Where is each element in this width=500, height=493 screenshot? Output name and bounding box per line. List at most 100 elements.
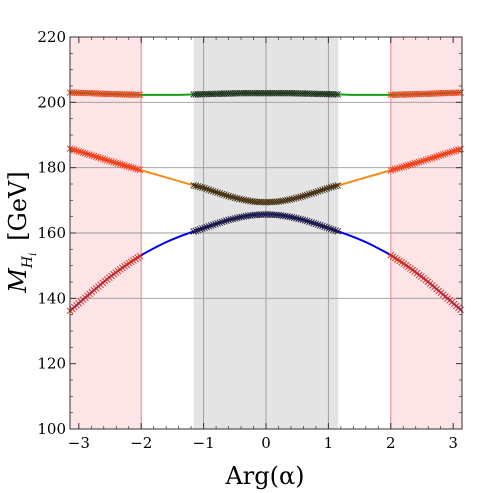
- series-marker-middle: [444, 149, 451, 157]
- series-marker-middle: [116, 160, 124, 168]
- series-marker-middle: [437, 151, 445, 159]
- series-marker-middle: [457, 145, 464, 153]
- series-marker-middle: [413, 159, 421, 167]
- series-marker-light: [303, 217, 311, 225]
- series-marker-middle: [134, 165, 142, 173]
- x-axis-title: Arg(α): [224, 462, 304, 490]
- y-tick-label: 180: [37, 159, 66, 177]
- series-marker-middle: [218, 190, 226, 198]
- series-marker-middle: [312, 188, 320, 196]
- series-marker-middle: [125, 163, 133, 171]
- series-marker-middle: [431, 153, 438, 161]
- series-marker-middle: [223, 192, 230, 199]
- series-marker-middle: [327, 183, 335, 191]
- series-marker-middle: [442, 150, 449, 158]
- series-marker-middle: [446, 149, 454, 156]
- series-marker-middle: [387, 166, 395, 174]
- series-marker-middle: [127, 164, 135, 171]
- series-marker-middle: [301, 192, 309, 199]
- series-marker-light: [225, 216, 232, 224]
- series-marker-light: [312, 220, 320, 228]
- series-marker-middle: [227, 193, 235, 200]
- series-marker-light: [330, 226, 337, 234]
- series-marker-middle: [136, 166, 144, 174]
- series-marker-middle: [420, 157, 427, 164]
- series-markers: [66, 89, 464, 315]
- series-marker-middle: [130, 164, 137, 172]
- x-tick-label: 0: [261, 434, 271, 452]
- series-marker-middle: [112, 159, 120, 167]
- series-marker-light: [288, 213, 296, 221]
- series-marker-light: [212, 220, 219, 228]
- series-marker-middle: [308, 190, 315, 197]
- series-marker-light: [332, 227, 339, 234]
- series-marker-light: [196, 225, 204, 233]
- series-marker-light: [297, 215, 304, 223]
- series-marker-light: [194, 226, 202, 234]
- series-marker-middle: [233, 195, 241, 202]
- y-tick-label: 220: [37, 28, 66, 46]
- series-marker-middle: [404, 161, 412, 169]
- series-marker-heavy: [136, 91, 144, 99]
- series-marker-middle: [452, 147, 460, 154]
- series-marker-middle: [292, 194, 300, 202]
- series-marker-light: [299, 216, 307, 224]
- series-marker-middle: [389, 166, 397, 173]
- series-marker-light: [136, 252, 144, 260]
- series-marker-light: [290, 214, 298, 222]
- series-marker-middle: [75, 147, 83, 155]
- series-marker-light: [199, 225, 206, 232]
- series-marker-middle: [203, 185, 211, 193]
- series-marker-light: [457, 306, 464, 313]
- series-marker-middle: [105, 157, 113, 165]
- series-marker-middle: [325, 184, 333, 192]
- series-marker-light: [201, 224, 208, 232]
- series-marker-middle: [316, 187, 324, 194]
- series-marker-light: [314, 221, 322, 228]
- series-marker-middle: [81, 150, 89, 157]
- series-marker-middle: [114, 160, 122, 167]
- series-marker-middle: [201, 184, 208, 192]
- series-marker-light: [301, 217, 309, 224]
- series-marker-middle: [86, 151, 93, 159]
- series-marker-middle: [290, 195, 298, 202]
- series-marker-middle: [101, 156, 109, 163]
- series-marker-light: [216, 219, 224, 226]
- series-marker-middle: [108, 158, 115, 165]
- series-marker-middle: [323, 185, 331, 192]
- y-tick-label: 140: [37, 289, 66, 307]
- y-tick-label: 120: [37, 355, 66, 373]
- series-marker-middle: [190, 181, 197, 189]
- series-marker-light: [209, 221, 217, 229]
- x-tick-label: −1: [193, 434, 215, 452]
- series-marker-light: [218, 218, 226, 226]
- series-marker-light: [207, 222, 215, 229]
- series-marker-light: [316, 222, 324, 229]
- series-marker-light: [223, 217, 230, 224]
- y-axis-subscript: H: [20, 255, 36, 269]
- series-marker-middle: [455, 146, 462, 154]
- series-marker-middle: [123, 162, 131, 170]
- series-marker-light: [229, 215, 237, 223]
- series-marker-middle: [411, 160, 419, 167]
- series-marker-middle: [132, 165, 139, 172]
- series-marker-middle: [73, 147, 80, 154]
- series-marker-light: [334, 227, 342, 235]
- series-marker-light: [321, 223, 328, 231]
- y-axis-symbol: M: [4, 267, 32, 294]
- series-marker-middle: [71, 146, 78, 154]
- series-marker-light: [319, 222, 326, 230]
- series-marker-heavy: [332, 91, 339, 98]
- series-marker-middle: [428, 154, 436, 162]
- series-marker-middle: [435, 152, 443, 160]
- series-marker-middle: [209, 187, 217, 195]
- y-axis-unit: [GeV]: [4, 171, 32, 240]
- series-marker-middle: [418, 158, 425, 165]
- series-marker-middle: [288, 195, 296, 203]
- series-marker-middle: [212, 188, 219, 196]
- series-marker-middle: [394, 165, 401, 172]
- y-tick-label: 160: [37, 224, 66, 242]
- series-marker-middle: [398, 163, 406, 171]
- series-marker-middle: [225, 192, 232, 200]
- series-marker-heavy: [334, 91, 342, 98]
